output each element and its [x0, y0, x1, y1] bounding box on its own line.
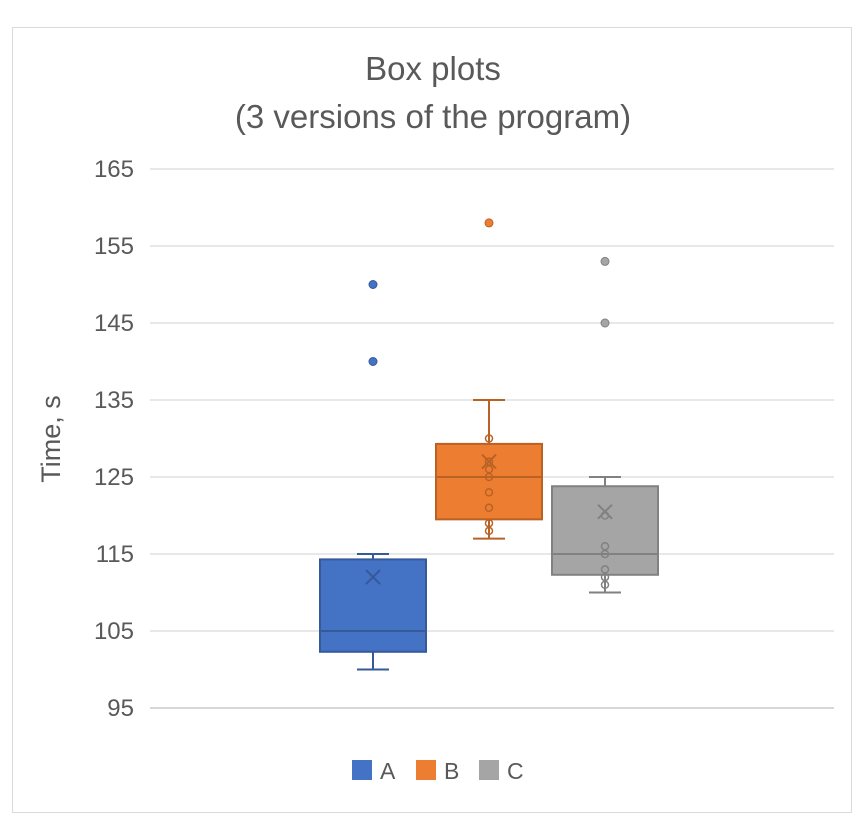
- legend-label-c: C: [507, 758, 524, 784]
- y-tick-label-125: 125: [94, 464, 134, 491]
- legend-label-b: B: [444, 758, 459, 784]
- legend-swatch-c: [479, 760, 499, 780]
- y-tick-label-95: 95: [107, 695, 134, 722]
- outlier-point-a-1: [368, 280, 378, 289]
- inner-point-b-1: [484, 518, 494, 528]
- box-b: [435, 218, 543, 540]
- inner-point-b-3: [484, 488, 494, 497]
- inner-point-b-6: [484, 457, 494, 466]
- y-axis-ticks: 95 105 115 125 135 145 155 165: [94, 156, 134, 722]
- inner-point-c-2: [600, 565, 610, 574]
- y-tick-label-105: 105: [94, 618, 134, 645]
- box-body-c: [551, 485, 659, 576]
- box-a: [319, 280, 427, 671]
- y-tick-label-165: 165: [94, 156, 134, 183]
- mean-marker-c: [597, 503, 613, 520]
- y-axis-label: Time, s: [36, 395, 66, 483]
- chart-area: [12, 27, 852, 813]
- mean-stroke-b-c: [597, 503, 613, 520]
- chart-title-line-2: (3 versions of the program): [235, 98, 631, 135]
- box-body-b: [435, 442, 543, 521]
- box-body-a: [319, 558, 427, 653]
- outlier-point-c-0: [600, 318, 610, 328]
- mean-marker-a: [365, 569, 381, 585]
- box-series: [319, 218, 659, 671]
- legend: A B C: [352, 758, 524, 784]
- y-tick-label-155: 155: [94, 233, 134, 260]
- outlier-point-c-1: [600, 256, 610, 266]
- outlier-point-a-0: [368, 357, 378, 366]
- mean-marker-b: [481, 453, 497, 470]
- box-c: [551, 256, 659, 594]
- inner-point-b-2: [484, 503, 494, 513]
- y-tick-label-145: 145: [94, 310, 134, 337]
- legend-swatch-b: [416, 760, 436, 780]
- legend-swatch-a: [352, 760, 372, 780]
- chart-title: Box plots (3 versions of the program): [235, 50, 631, 135]
- mean-stroke-b-b: [481, 453, 497, 470]
- y-tick-label-135: 135: [94, 387, 134, 414]
- inner-point-b-7: [484, 434, 494, 443]
- inner-point-c-4: [600, 542, 610, 551]
- chart-title-line-1: Box plots: [365, 50, 501, 87]
- mean-stroke-b-a: [365, 569, 381, 585]
- outlier-point-b-0: [484, 218, 494, 228]
- legend-label-a: A: [380, 758, 396, 784]
- y-tick-label-115: 115: [96, 541, 134, 568]
